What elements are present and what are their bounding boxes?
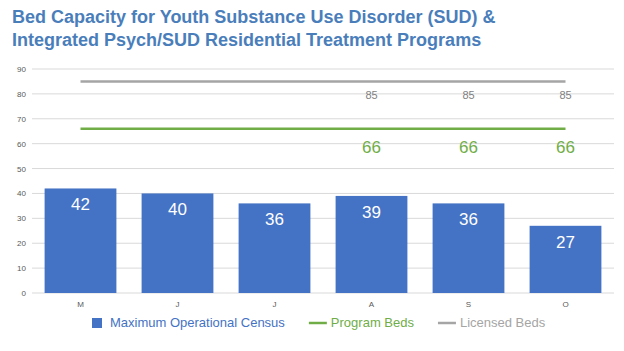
chart-title: Bed Capacity for Youth Substance Use Dis… bbox=[12, 6, 572, 52]
grid-line bbox=[32, 118, 614, 119]
data-label: 66 bbox=[556, 138, 575, 157]
legend-swatch bbox=[92, 318, 102, 328]
data-label: 66 bbox=[362, 138, 381, 157]
data-label: 85 bbox=[365, 89, 377, 101]
chart-svg: 0 10 20 30 40 50 60 70 80 90 M J J A S O 42 40 36 39 36 27 66 6… bbox=[0, 0, 624, 351]
grid-line bbox=[32, 243, 614, 244]
data-label: 36 bbox=[265, 210, 284, 229]
data-label: 39 bbox=[362, 203, 381, 222]
bar bbox=[433, 203, 505, 293]
legend-swatch bbox=[309, 322, 327, 325]
data-label: 40 bbox=[168, 200, 187, 219]
grid-line bbox=[32, 218, 614, 219]
x-tick-label: S bbox=[466, 300, 471, 309]
grid-line bbox=[32, 69, 614, 70]
legend-label: Program Beds bbox=[331, 315, 415, 330]
line bbox=[81, 80, 566, 83]
data-label: 66 bbox=[459, 138, 478, 157]
legend-label: Licensed Beds bbox=[460, 315, 546, 330]
y-tick-label: 0 bbox=[22, 289, 27, 298]
grid-line bbox=[32, 143, 614, 144]
grid-line bbox=[32, 168, 614, 169]
plot-marks bbox=[45, 81, 602, 293]
bar bbox=[142, 193, 214, 293]
data-label: 36 bbox=[459, 210, 478, 229]
y-tick-label: 40 bbox=[17, 189, 26, 198]
data-label: 85 bbox=[559, 89, 571, 101]
bar bbox=[530, 226, 602, 293]
y-tick-label: 70 bbox=[17, 115, 26, 124]
y-tick-label: 90 bbox=[17, 65, 26, 74]
data-labels: 42 40 36 39 36 27 66 66 66 85 85 85 bbox=[71, 89, 575, 251]
legend-swatch bbox=[438, 322, 456, 325]
y-tick-label: 60 bbox=[17, 140, 26, 149]
data-label: 27 bbox=[556, 233, 575, 252]
grid-line bbox=[32, 293, 614, 294]
x-tick-label: M bbox=[77, 300, 84, 309]
y-tick-label: 30 bbox=[17, 214, 26, 223]
grid-line bbox=[32, 193, 614, 194]
x-tick-label: J bbox=[273, 300, 277, 309]
y-tick-label: 10 bbox=[17, 264, 26, 273]
data-label: 42 bbox=[71, 195, 90, 214]
grid-line bbox=[32, 268, 614, 269]
x-tick-label: O bbox=[562, 300, 568, 309]
bar bbox=[336, 196, 408, 293]
x-tick-label: J bbox=[176, 300, 180, 309]
line bbox=[81, 127, 566, 130]
data-label: 85 bbox=[462, 89, 474, 101]
legend: Maximum Operational Census Program Beds Li… bbox=[92, 315, 546, 330]
y-tick-label: 50 bbox=[17, 165, 26, 174]
grid-line bbox=[32, 93, 614, 94]
y-tick-label: 20 bbox=[17, 239, 26, 248]
bar bbox=[239, 203, 311, 293]
legend-label: Maximum Operational Census bbox=[110, 315, 285, 330]
x-tick-label: A bbox=[369, 300, 375, 309]
bar bbox=[45, 188, 117, 293]
y-tick-label: 80 bbox=[17, 90, 26, 99]
